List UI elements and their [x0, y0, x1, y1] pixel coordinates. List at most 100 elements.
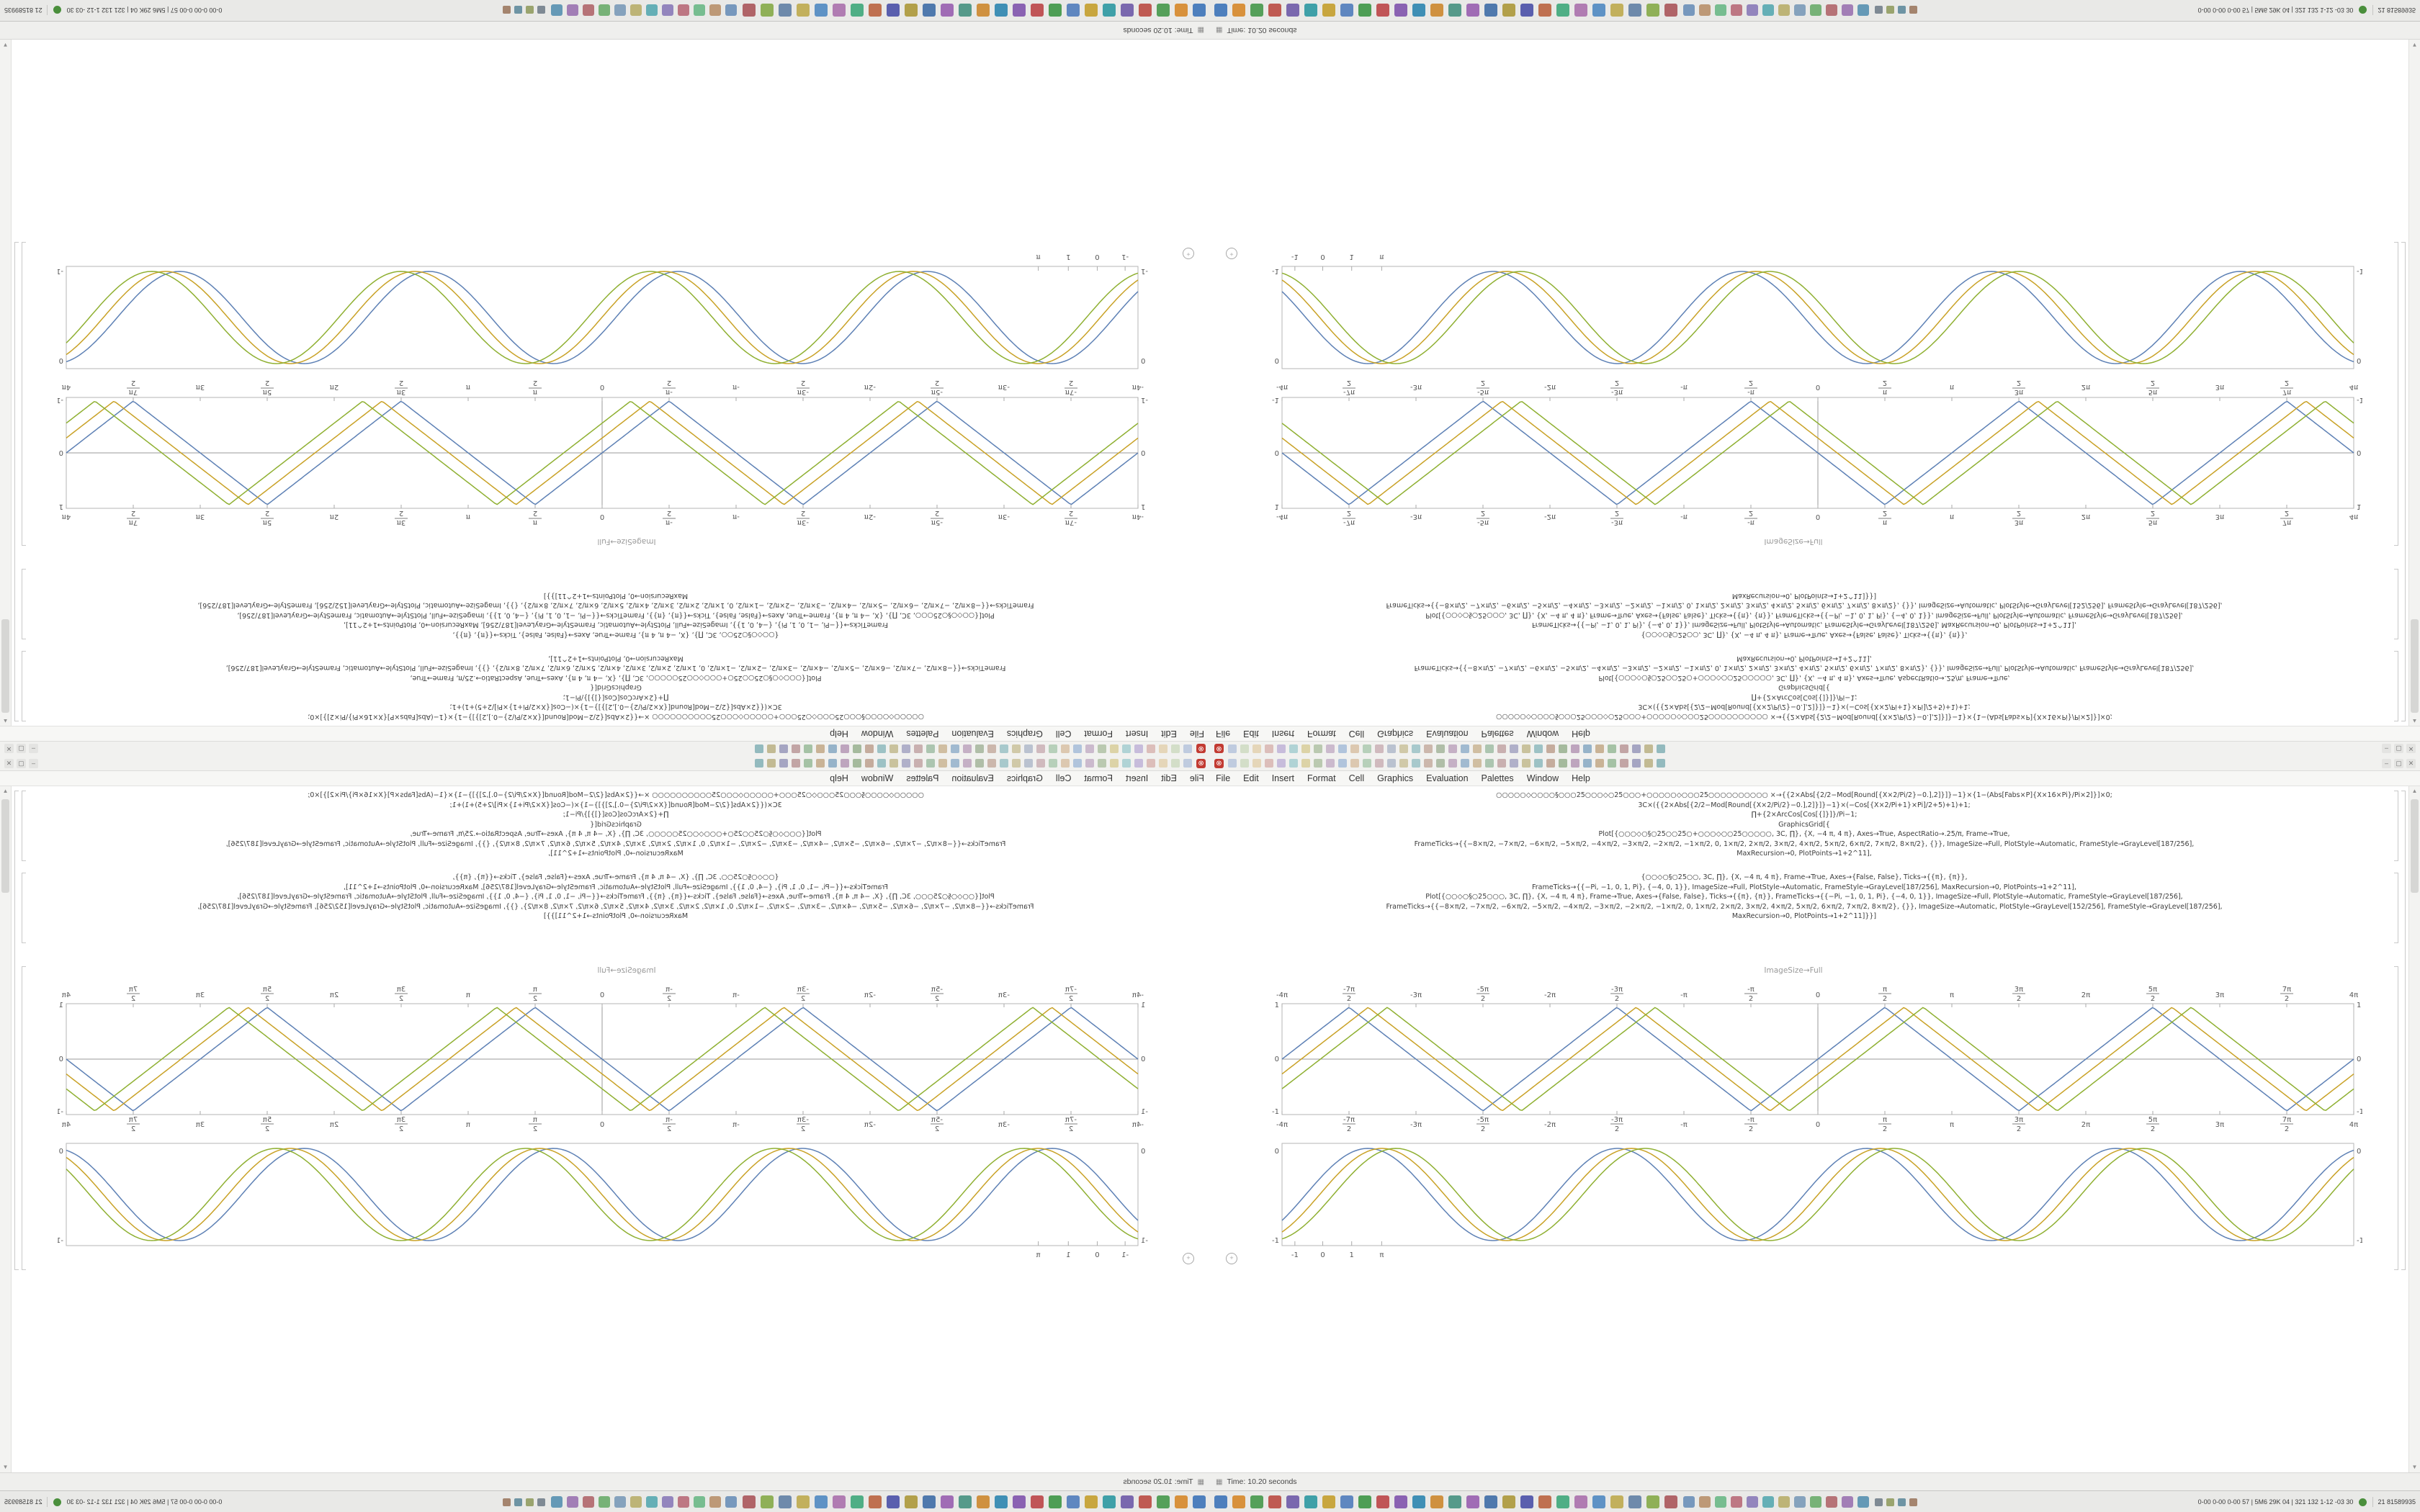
toolbar-icon[interactable]	[1534, 744, 1543, 753]
taskbar-app-icon[interactable]	[1175, 4, 1188, 17]
taskbar-app-icon[interactable]	[1268, 1495, 1281, 1508]
toolbar-icon[interactable]	[1595, 759, 1604, 768]
vertical-scrollbar[interactable]: ▲ ▼	[2408, 40, 2420, 726]
taskbar-app-icon[interactable]	[1358, 4, 1371, 17]
toolbar-icon[interactable]	[1448, 759, 1457, 768]
taskbar-app-icon[interactable]	[743, 1495, 756, 1508]
scroll-down-icon[interactable]: ▼	[2, 1464, 9, 1470]
taskbar-app-icon[interactable]	[725, 1496, 737, 1508]
toolbar-icon[interactable]	[938, 744, 947, 753]
cell-bracket[interactable]	[22, 651, 26, 721]
toolbar-icon[interactable]	[828, 759, 837, 768]
menu-item-graphics[interactable]: Graphics	[1377, 773, 1414, 783]
taskbar-app-icon[interactable]	[1538, 4, 1551, 17]
taskbar-app-icon[interactable]	[1085, 4, 1098, 17]
menu-item-graphics[interactable]: Graphics	[1377, 729, 1414, 739]
toolbar-icon[interactable]	[1436, 759, 1445, 768]
cell-bracket[interactable]	[2394, 651, 2398, 721]
toolbar-icon[interactable]	[1277, 759, 1286, 768]
toolbar-icon[interactable]	[1436, 744, 1445, 753]
toolbar-icon[interactable]	[1399, 759, 1408, 768]
taskbar-app-icon[interactable]	[1322, 4, 1335, 17]
taskbar-app-icon[interactable]	[1592, 4, 1605, 17]
taskbar-app-icon[interactable]	[646, 1496, 658, 1508]
code-cell-options[interactable]: {○○◇○§○25○○, 3C, ∏}, {X, −4 π, 4 π}, Fra…	[1239, 591, 2370, 640]
taskbar-app-icon[interactable]	[1376, 1495, 1389, 1508]
tray-icon[interactable]	[1875, 1498, 1883, 1506]
code-cell-options[interactable]: {○○◇○§○25○○, 3C, ∏}, {X, −4 π, 4 π}, Fra…	[1239, 873, 2370, 922]
taskbar-app-icon[interactable]	[1794, 4, 1806, 16]
toolbar-icon[interactable]	[987, 759, 996, 768]
taskbar-app-icon[interactable]	[1574, 1495, 1587, 1508]
taskbar-app-icon[interactable]	[1376, 4, 1389, 17]
toolbar-icon[interactable]	[1473, 744, 1482, 753]
toolbar-icon[interactable]	[1098, 744, 1106, 753]
taskbar-app-icon[interactable]	[851, 4, 864, 17]
taskbar-app-icon[interactable]	[551, 1496, 563, 1508]
taskbar-app-icon[interactable]	[1067, 4, 1080, 17]
menu-item-help[interactable]: Help	[1572, 729, 1590, 739]
toolbar-icon[interactable]	[853, 744, 861, 753]
menu-item-evaluation[interactable]: Evaluation	[1426, 773, 1469, 783]
taskbar-app-icon[interactable]	[1762, 1496, 1774, 1508]
menu-item-file[interactable]: File	[1216, 773, 1231, 783]
toolbar-icon[interactable]	[865, 744, 874, 753]
tray-icon[interactable]	[1875, 6, 1883, 14]
taskbar-app-icon[interactable]	[1610, 1495, 1623, 1508]
tray-icon[interactable]	[526, 6, 534, 14]
toolbar-icon[interactable]	[1632, 744, 1641, 753]
taskbar-app-icon[interactable]	[833, 4, 846, 17]
minimize-button-icon[interactable]: –	[2382, 758, 2391, 768]
taskbar-app-icon[interactable]	[551, 4, 563, 16]
taskbar-app-icon[interactable]	[1520, 4, 1533, 17]
toolbar-icon[interactable]	[1571, 744, 1579, 753]
inline-assistant-button[interactable]: +	[1183, 1253, 1194, 1264]
taskbar-app-icon[interactable]	[1683, 4, 1695, 16]
cell-bracket[interactable]	[22, 966, 26, 1270]
toolbar-icon[interactable]	[902, 744, 910, 753]
toolbar-icon[interactable]	[926, 744, 935, 753]
toolbar-icon[interactable]	[914, 759, 923, 768]
taskbar-app-icon[interactable]	[1699, 4, 1711, 16]
toolbar-icon[interactable]	[841, 744, 849, 753]
toolbar-icon[interactable]	[1608, 759, 1616, 768]
toolbar-icon[interactable]	[1412, 759, 1420, 768]
close-button-icon[interactable]: ✕	[4, 744, 14, 754]
toolbar-icon[interactable]	[1632, 759, 1641, 768]
taskbar-app-icon[interactable]	[1715, 4, 1726, 16]
toolbar-icon[interactable]	[902, 759, 910, 768]
toolbar-icon[interactable]	[1277, 744, 1286, 753]
taskbar-app-icon[interactable]	[1103, 4, 1116, 17]
tray-icon[interactable]	[1886, 6, 1894, 14]
cell-bracket[interactable]	[22, 791, 26, 861]
scroll-up-icon[interactable]: ▲	[2, 788, 9, 794]
toolbar-icon[interactable]	[767, 744, 776, 753]
taskbar-app-icon[interactable]	[887, 4, 900, 17]
minimize-button-icon[interactable]: –	[2382, 744, 2391, 754]
taskbar-app-icon[interactable]	[662, 1496, 673, 1508]
toolbar-icon[interactable]	[975, 759, 984, 768]
taskbar-app-icon[interactable]	[887, 1495, 900, 1508]
taskbar-app-icon[interactable]	[646, 4, 658, 16]
taskbar-app-icon[interactable]	[1466, 1495, 1479, 1508]
taskbar-app-icon[interactable]	[995, 1495, 1008, 1508]
code-cell-input[interactable]: ○○○○○◇○○○○§○○○25○○○◇○25○○○+○○○○○◇○○○25○○…	[50, 791, 1181, 859]
tray-icon[interactable]	[1909, 1498, 1917, 1506]
taskbar-app-icon[interactable]	[1340, 4, 1353, 17]
scroll-down-icon[interactable]: ▼	[2411, 42, 2418, 48]
taskbar-app-icon[interactable]	[1610, 4, 1623, 17]
code-cell-input[interactable]: ○○○○○◇○○○○§○○○25○○○◇○25○○○+○○○○○◇○○○25○○…	[50, 654, 1181, 722]
toolbar-icon[interactable]	[951, 744, 959, 753]
toolbar-icon[interactable]	[853, 759, 861, 768]
toolbar-icon[interactable]	[963, 759, 972, 768]
toolbar-icon[interactable]	[1240, 744, 1249, 753]
taskbar-app-icon[interactable]	[1715, 1496, 1726, 1508]
toolbar-icon[interactable]	[975, 744, 984, 753]
taskbar-app-icon[interactable]	[797, 1495, 810, 1508]
close-button-icon[interactable]: ✕	[2406, 744, 2416, 754]
scroll-up-icon[interactable]: ▲	[2411, 718, 2418, 724]
menu-item-window[interactable]: Window	[861, 729, 894, 739]
taskbar-app-icon[interactable]	[1103, 1495, 1116, 1508]
vertical-scrollbar[interactable]: ▲ ▼	[0, 40, 12, 726]
toolbar-icon[interactable]	[1171, 759, 1180, 768]
